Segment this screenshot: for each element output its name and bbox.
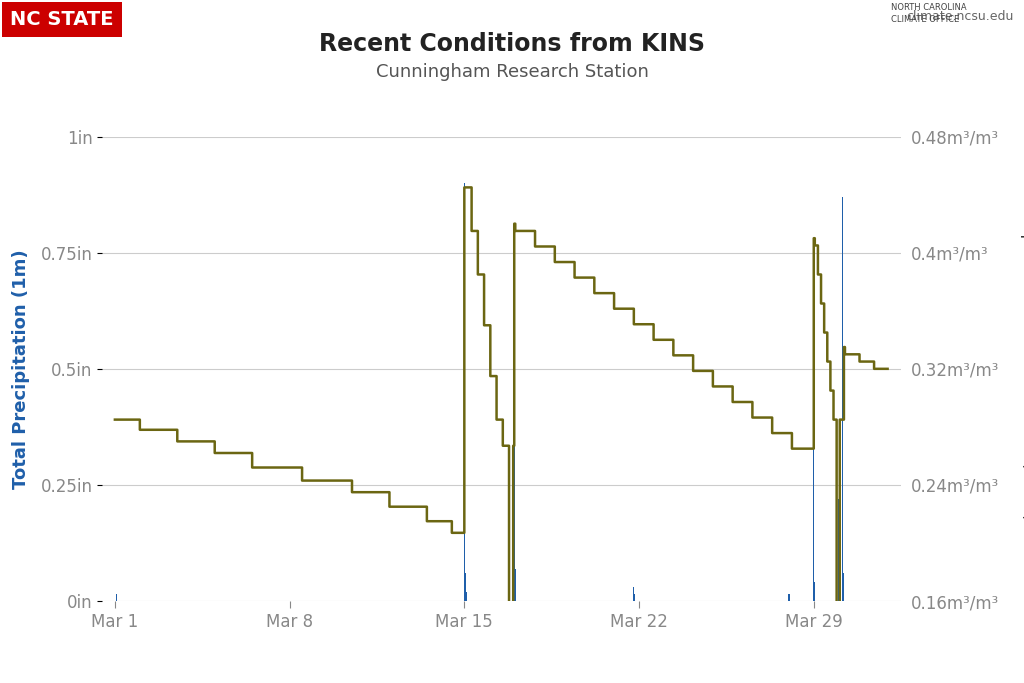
Text: Cunningham Research Station: Cunningham Research Station [376, 63, 648, 81]
Bar [117, 594, 118, 601]
Text: Recent Conditions from KINS: Recent Conditions from KINS [319, 32, 705, 57]
Bar [814, 583, 815, 601]
Bar [515, 568, 516, 601]
Bar [633, 587, 634, 601]
Bar [514, 229, 515, 601]
Bar [839, 499, 840, 601]
Y-axis label: Top-of-the-Hour Soil Moisture (20cm): Top-of-the-Hour Soil Moisture (20cm) [1020, 217, 1024, 521]
Y-axis label: Total Precipitation (1m): Total Precipitation (1m) [11, 249, 30, 488]
Bar [813, 341, 814, 601]
Bar [788, 594, 790, 601]
Text: NC STATE: NC STATE [10, 10, 114, 29]
Bar [843, 197, 844, 601]
Bar [634, 594, 636, 601]
Bar [790, 594, 791, 601]
Bar [464, 183, 465, 601]
Bar [465, 573, 466, 601]
Text: climate.ncsu.edu: climate.ncsu.edu [906, 10, 1014, 23]
Bar [466, 591, 467, 601]
Text: NORTH CAROLINA
CLIMATE OFFICE: NORTH CAROLINA CLIMATE OFFICE [891, 3, 967, 23]
Bar [844, 573, 845, 601]
